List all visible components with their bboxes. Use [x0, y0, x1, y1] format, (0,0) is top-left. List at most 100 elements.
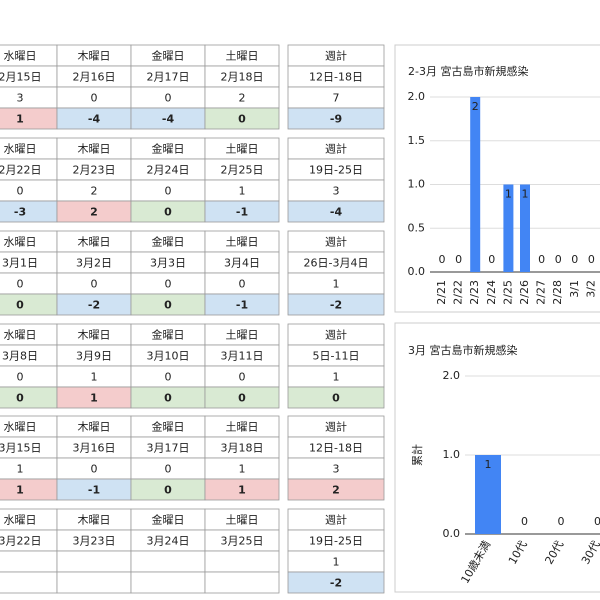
- data-label: 0: [555, 253, 562, 266]
- diff: -3: [14, 206, 26, 219]
- day-name: 金曜日: [152, 235, 185, 249]
- day-name: 土曜日: [226, 329, 259, 342]
- data-label: 2: [472, 100, 479, 113]
- cell: [204, 478, 280, 501]
- diff: 0: [238, 392, 246, 405]
- week-range: 19日-25日: [309, 164, 363, 177]
- diff: 0: [164, 206, 172, 219]
- x-tick-label: 3/2: [584, 280, 597, 298]
- y-tick-label: 2.0: [408, 90, 426, 103]
- diff: -2: [88, 299, 100, 312]
- cell: [204, 550, 280, 573]
- diff: 0: [164, 484, 172, 497]
- cell: [287, 107, 385, 130]
- data-label: 1: [522, 188, 529, 201]
- diff: 1: [16, 484, 24, 497]
- chart-title: 2-3月 宮古島市新規感染: [408, 64, 528, 78]
- count: 0: [91, 92, 98, 105]
- day-name: 水曜日: [4, 143, 37, 156]
- count: 2: [91, 185, 98, 198]
- diff: 0: [164, 299, 172, 312]
- data-label: 0: [538, 253, 545, 266]
- cell: [204, 107, 280, 130]
- x-tick-label: 2/24: [485, 280, 498, 305]
- diff: 1: [90, 392, 98, 405]
- cell: [204, 386, 280, 409]
- count: 1: [91, 371, 98, 384]
- date: 2月15日: [0, 71, 42, 84]
- week-label: 週計: [325, 235, 347, 249]
- date: 2月22日: [0, 164, 42, 177]
- count: 0: [165, 278, 172, 291]
- count: 0: [165, 92, 172, 105]
- count: 0: [165, 463, 172, 476]
- cell: [0, 550, 58, 573]
- date: 2月17日: [147, 71, 190, 84]
- cell: [204, 293, 280, 316]
- week-count: 1: [333, 371, 340, 384]
- x-tick-label: 3/1: [568, 280, 581, 298]
- day-name: 水曜日: [4, 50, 37, 63]
- day-name: 水曜日: [4, 329, 37, 342]
- date: 3月23日: [73, 535, 116, 548]
- day-name: 土曜日: [226, 421, 259, 434]
- count: 1: [239, 463, 246, 476]
- day-name: 水曜日: [4, 236, 37, 249]
- diff: 0: [16, 299, 24, 312]
- week-count: 3: [333, 463, 340, 476]
- date: 3月1日: [2, 257, 38, 270]
- date: 3月2日: [76, 257, 112, 270]
- y-axis-title: 累計: [410, 444, 424, 466]
- cell: [287, 571, 385, 594]
- cell: [0, 457, 58, 480]
- bar: [503, 184, 514, 272]
- week-range: 12日-18日: [309, 71, 363, 84]
- date: 3月4日: [224, 257, 260, 270]
- y-tick-label: 1.0: [408, 178, 426, 191]
- count: 1: [17, 463, 24, 476]
- count: 0: [17, 278, 24, 291]
- diff: 2: [90, 206, 98, 219]
- cell: [0, 478, 58, 501]
- cell: [0, 293, 58, 316]
- date: 3月22日: [0, 535, 42, 548]
- week-label: 週計: [325, 142, 347, 156]
- cell: [204, 200, 280, 223]
- date: 2月16日: [73, 71, 116, 84]
- x-tick-label: 2/23: [468, 280, 481, 305]
- week-range: 5日-11日: [313, 350, 360, 363]
- count: 0: [165, 185, 172, 198]
- cell: [204, 571, 280, 594]
- date: 3月9日: [76, 350, 112, 363]
- day-name: 木曜日: [78, 329, 111, 342]
- count: 1: [239, 185, 246, 198]
- cell: [287, 200, 385, 223]
- week-label: 週計: [325, 328, 347, 342]
- count: 0: [17, 371, 24, 384]
- x-tick-label: 2/27: [535, 280, 548, 305]
- count: 0: [17, 185, 24, 198]
- diff: 0: [16, 392, 24, 405]
- diff: 1: [238, 484, 246, 497]
- cell: [0, 571, 58, 594]
- date: 3月8日: [2, 350, 38, 363]
- cell: [130, 571, 206, 594]
- day-name: 木曜日: [78, 50, 111, 63]
- chart-frame: [394, 44, 600, 313]
- diff: -1: [236, 206, 248, 219]
- diff: -4: [162, 113, 175, 126]
- cell: [0, 107, 58, 130]
- count: 0: [239, 278, 246, 291]
- week-label: 週計: [325, 513, 347, 527]
- y-tick-label: 0.5: [408, 221, 426, 234]
- y-tick-label: 0.0: [443, 527, 461, 540]
- date: 3月16日: [73, 442, 116, 455]
- date: 2月18日: [221, 71, 264, 84]
- chart-title: 3月 宮古島市新規感染: [408, 343, 518, 357]
- data-label: 0: [488, 253, 495, 266]
- cell: [287, 386, 385, 409]
- week-diff: 0: [332, 392, 340, 405]
- cell: [0, 200, 58, 223]
- count: 0: [239, 371, 246, 384]
- day-name: 木曜日: [78, 236, 111, 249]
